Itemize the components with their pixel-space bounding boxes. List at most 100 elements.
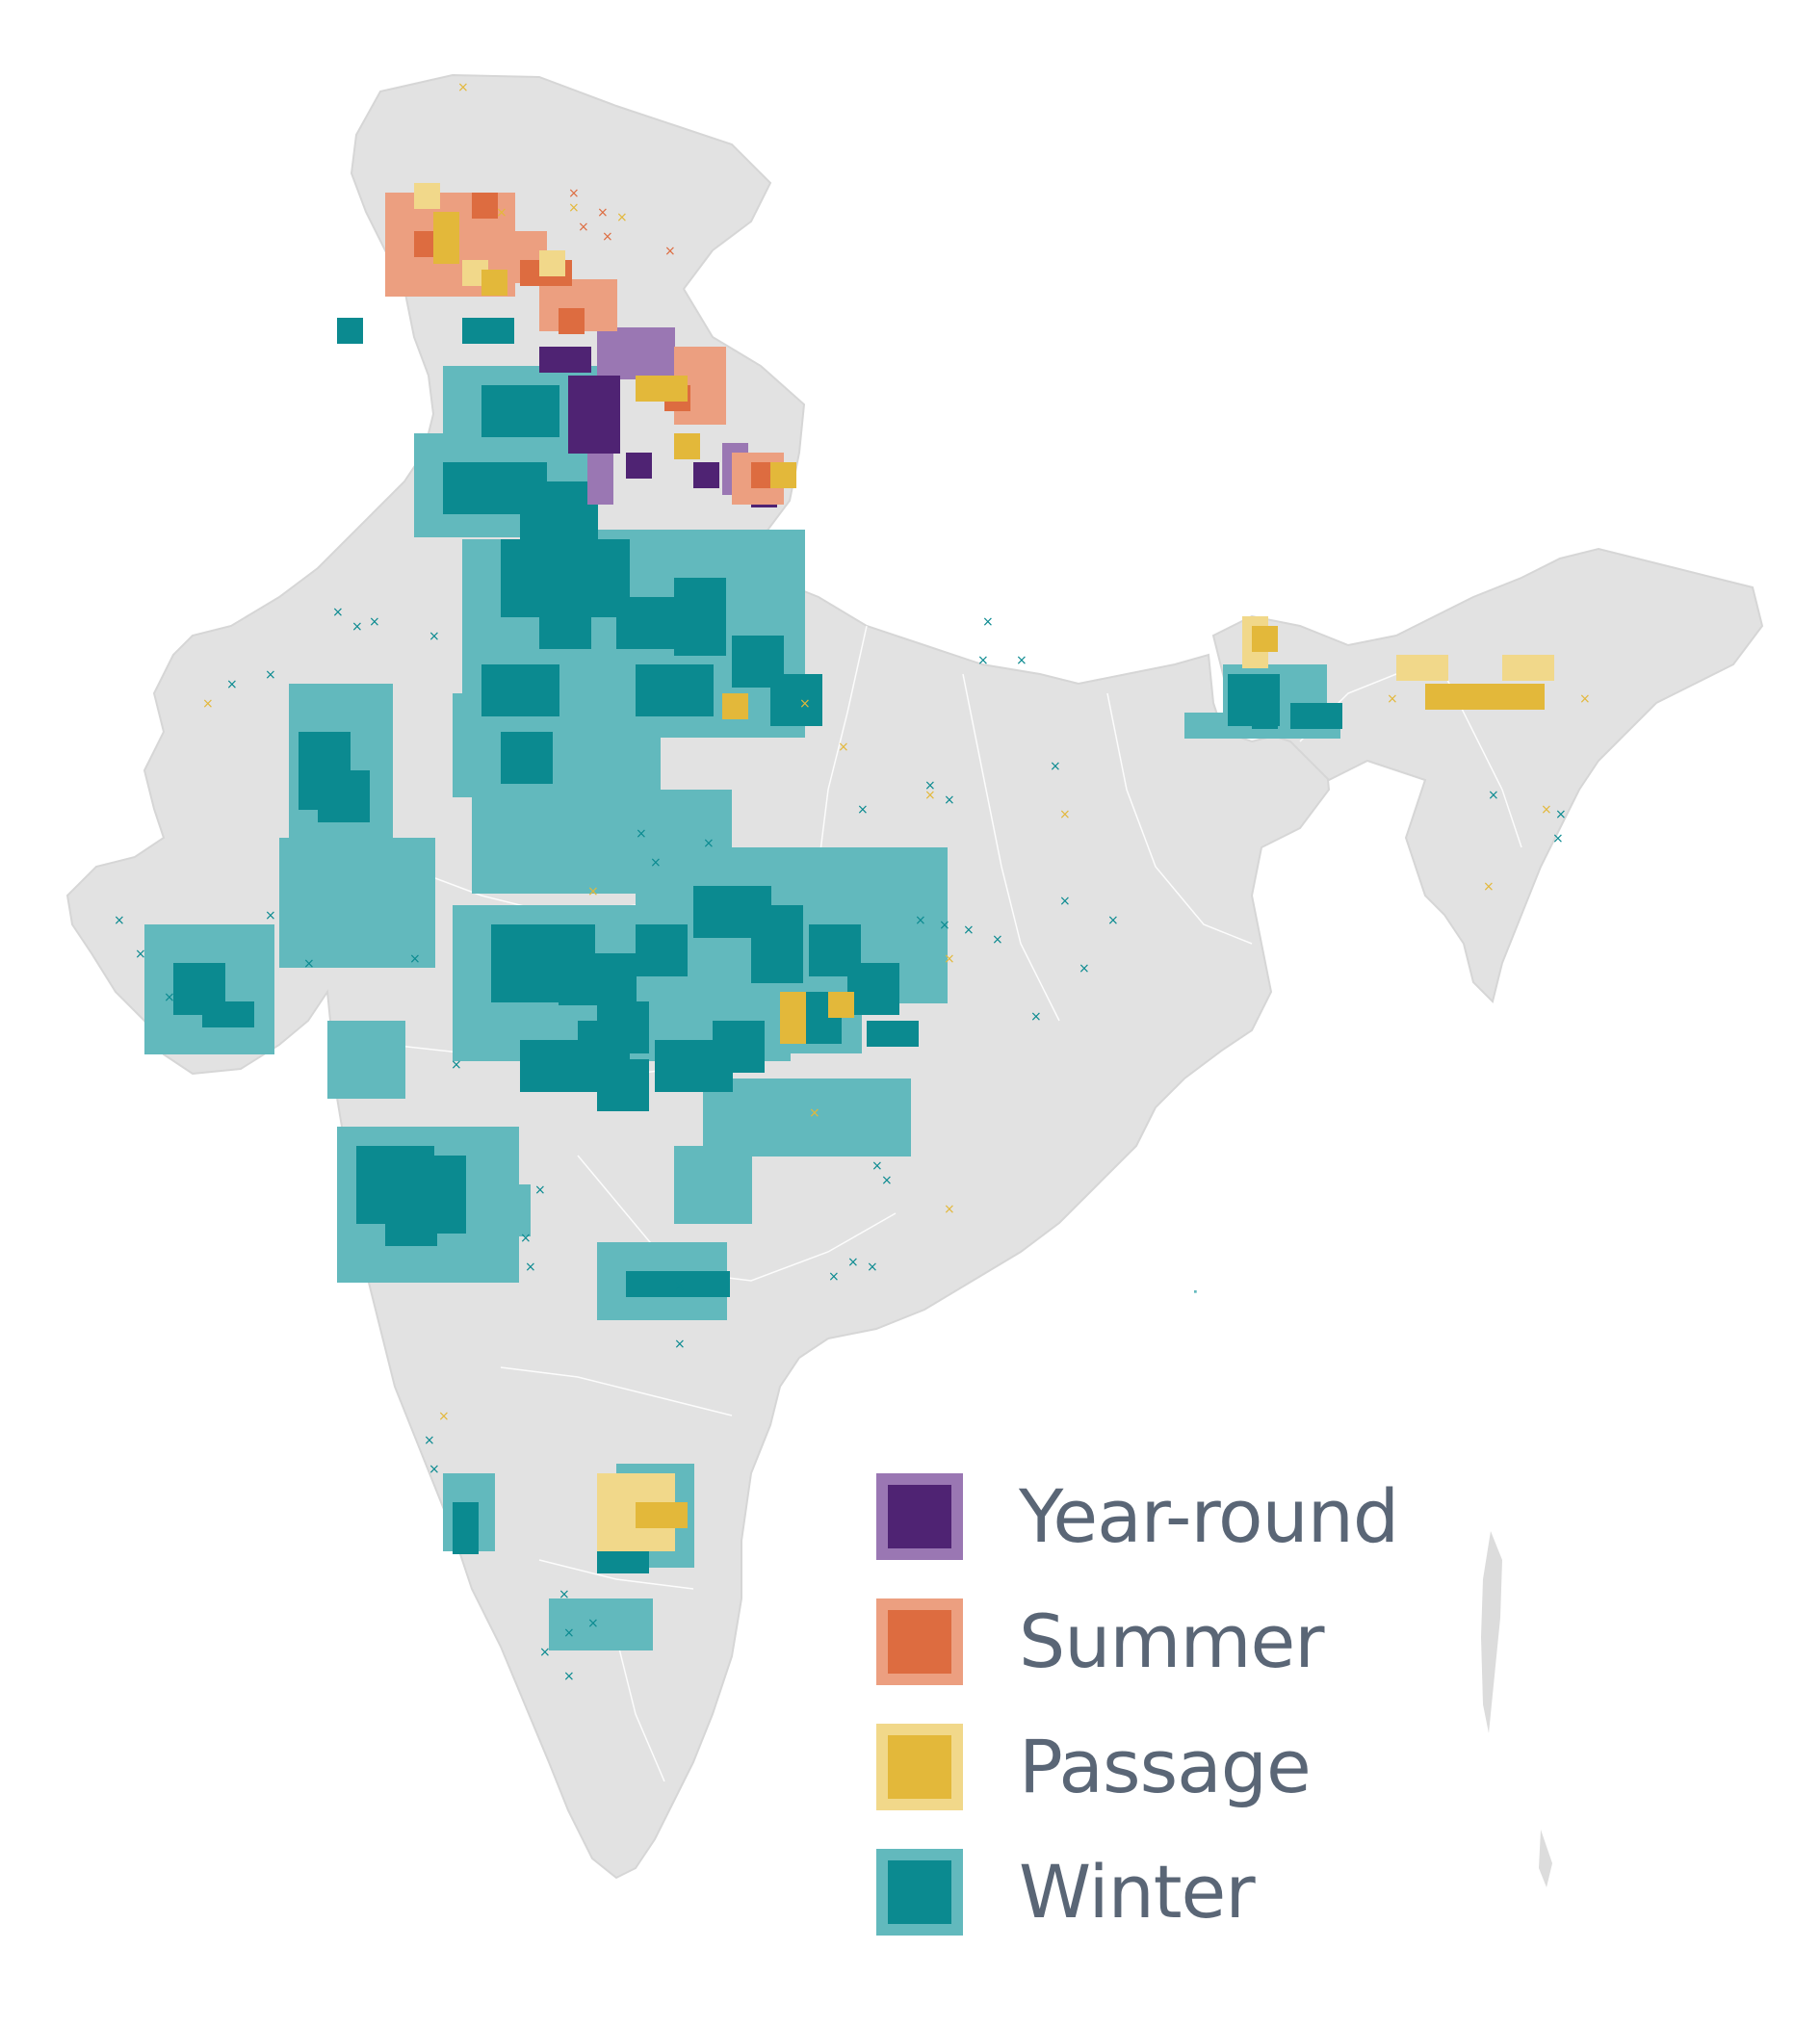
passage-range-cell <box>539 250 565 276</box>
winter-range-cell <box>414 1156 466 1234</box>
winter-record-marker: × <box>539 1645 551 1660</box>
legend-item-winter: Winter <box>876 1830 1502 1955</box>
summer-record-marker: × <box>664 244 676 259</box>
legend-label-passage: Passage <box>1019 1724 1312 1809</box>
winter-record-marker: × <box>525 1260 536 1275</box>
winter-range-cell <box>770 674 822 726</box>
passage-range-cell <box>1252 626 1278 652</box>
passage-range-cell <box>780 992 806 1044</box>
winter-range-cell <box>847 963 899 1015</box>
summer-record-marker: × <box>568 186 580 201</box>
winter-range-cell <box>318 770 370 822</box>
winter-record-marker: × <box>915 913 926 928</box>
legend-item-summer: Summer <box>876 1579 1502 1704</box>
winter-range-cell <box>636 924 688 976</box>
winter-record-marker: × <box>674 1337 686 1352</box>
winter-record-marker: × <box>135 947 146 962</box>
year-round-swatch <box>876 1473 963 1560</box>
year-round-range-cell <box>587 453 613 505</box>
passage-record-marker: × <box>587 884 599 899</box>
winter-range-cell <box>481 664 559 716</box>
winter-record-marker: × <box>1030 1009 1042 1025</box>
passage-range-cell <box>1425 684 1503 710</box>
summer-record-marker: × <box>597 205 609 221</box>
passage-record-marker: × <box>1387 691 1398 707</box>
winter-range-cell <box>1252 703 1278 729</box>
passage-record-marker: × <box>924 788 936 803</box>
winter-range-cell <box>549 1598 653 1650</box>
winter-record-marker: × <box>871 1158 883 1174</box>
passage-range-cell <box>722 693 748 719</box>
passage-range-cell <box>636 376 688 402</box>
passage-record-marker: × <box>799 696 811 712</box>
winter-record-marker: × <box>429 629 440 644</box>
passage-range-cell <box>1502 655 1554 681</box>
winter-record-marker: × <box>424 1433 435 1448</box>
year-round-range-cell <box>626 453 652 479</box>
passage-record-marker: × <box>1541 802 1552 818</box>
summer-record-marker: × <box>578 220 589 235</box>
winter-record-marker: × <box>351 619 363 635</box>
winter-record-marker: × <box>534 1182 546 1198</box>
summer-range-cell <box>559 308 585 334</box>
legend-label-year-round: Year-round <box>1019 1473 1399 1559</box>
winter-record-marker: × <box>1107 913 1119 928</box>
winter-record-marker: × <box>226 677 238 692</box>
winter-record-marker: × <box>982 614 994 630</box>
winter-range-cell <box>279 838 435 968</box>
winter-record-marker: × <box>1079 961 1090 976</box>
winter-record-marker: × <box>559 1587 570 1602</box>
winter-range-cell <box>453 1502 479 1554</box>
passage-range-cell <box>1396 655 1448 681</box>
passage-record-marker: × <box>1483 879 1495 895</box>
winter-record-marker: × <box>429 1462 440 1477</box>
legend-label-summer: Summer <box>1019 1598 1324 1684</box>
winter-range-cell <box>501 732 553 784</box>
winter-record-marker: × <box>867 1260 878 1275</box>
summer-swatch <box>876 1598 963 1685</box>
winter-record-marker: × <box>563 1669 575 1684</box>
winter-range-cell <box>1194 1290 1197 1293</box>
winter-range-cell <box>626 1271 730 1297</box>
passage-record-marker: × <box>496 205 507 221</box>
legend-item-passage: Passage <box>876 1704 1502 1830</box>
winter-record-marker: × <box>650 855 662 871</box>
passage-record-marker: × <box>1059 807 1071 822</box>
winter-record-marker: × <box>1059 894 1071 909</box>
passage-record-marker: × <box>457 80 469 95</box>
winter-record-marker: × <box>1555 807 1567 822</box>
passage-record-marker: × <box>202 696 214 712</box>
winter-record-marker: × <box>1050 759 1061 774</box>
winter-range-cell <box>559 953 637 1005</box>
winter-range-cell <box>751 905 803 983</box>
andaman-islands <box>1481 1531 1502 1733</box>
passage-record-marker: × <box>568 200 580 216</box>
winter-range-cell <box>867 1021 919 1047</box>
summer-range-cell <box>472 193 498 219</box>
summer-record-marker: × <box>602 229 613 245</box>
passage-range-cell <box>674 433 700 459</box>
passage-record-marker: × <box>1579 691 1591 707</box>
winter-range-cell <box>578 1021 630 1073</box>
passage-record-marker: × <box>944 951 955 967</box>
winter-record-marker: × <box>963 923 975 938</box>
winter-range-cell <box>674 578 726 656</box>
record-markers: × × × × × × × × × × × × × × × × × × × × × × × × × × × × × × × × × × × × × × × ×… <box>114 80 1591 1684</box>
winter-record-marker: × <box>1016 653 1027 668</box>
winter-record-marker: × <box>881 1173 893 1188</box>
winter-record-marker: × <box>520 1231 532 1246</box>
winter-record-marker: × <box>1488 788 1499 803</box>
winter-range-cell <box>674 1146 752 1224</box>
winter-range-cell <box>462 318 514 344</box>
winter-record-marker: × <box>265 667 276 683</box>
winter-record-marker: × <box>924 778 936 793</box>
winter-swatch <box>876 1849 963 1936</box>
winter-record-marker: × <box>114 913 125 928</box>
winter-record-marker: × <box>703 836 715 851</box>
passage-record-marker: × <box>944 1202 955 1217</box>
winter-range-cell <box>481 385 559 437</box>
year-round-range-cell <box>597 327 675 379</box>
winter-record-marker: × <box>847 1255 859 1270</box>
